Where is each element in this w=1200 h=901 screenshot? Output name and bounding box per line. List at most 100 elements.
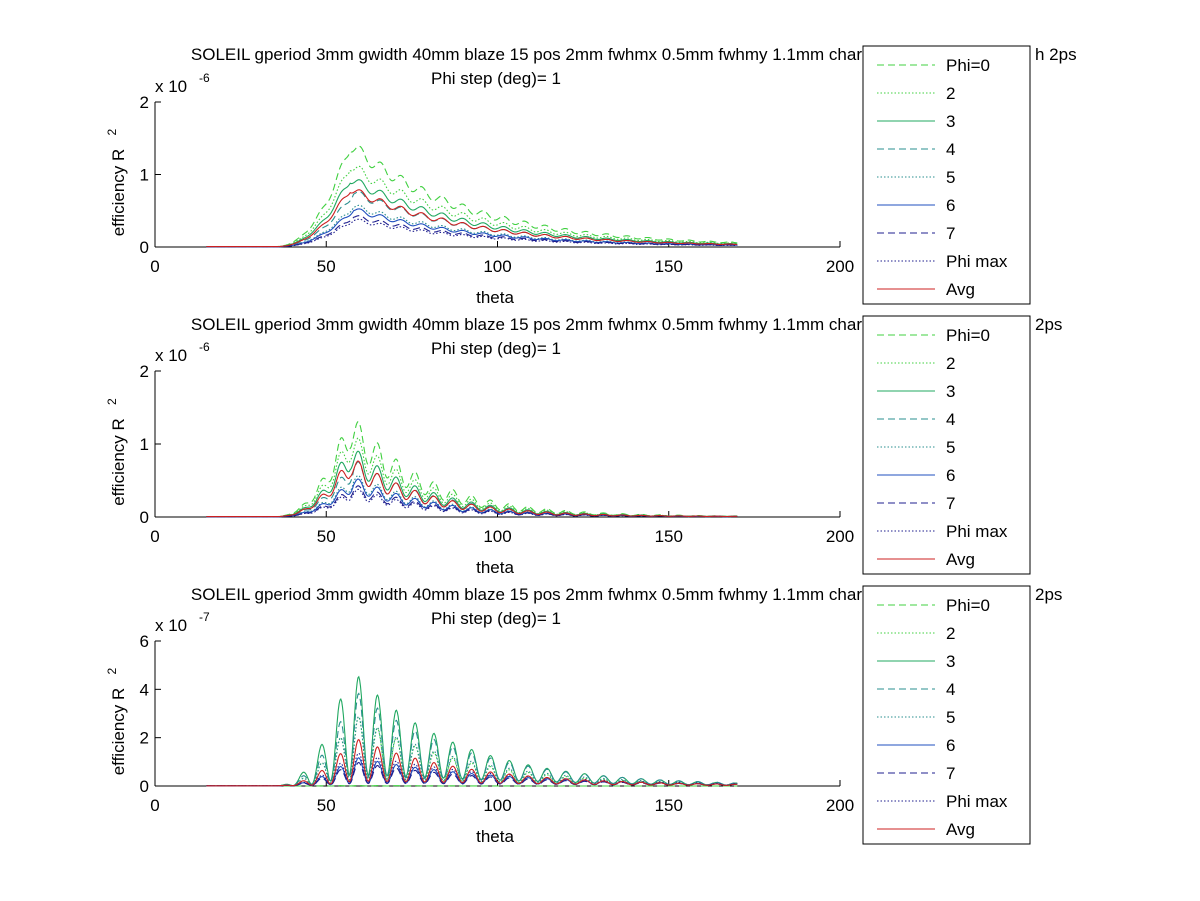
series-line-6 [206,757,738,787]
y-tick-label: 0 [140,238,149,257]
legend-box [862,45,1031,305]
series-line-9 [206,460,738,518]
legend-label: Phi=0 [946,326,990,345]
chart-panel-3: SOLEIL gperiod 3mm gwidth 40mm blaze 15 … [105,585,1062,846]
y-axis-label-superscript: 2 [105,668,119,675]
y-tick-label: 0 [140,508,149,527]
x-tick-label: 200 [826,527,854,546]
y-axis-label-group: efficiency R 2 [105,129,128,237]
chart-title-suffix: h 2ps [1035,45,1077,64]
series-line-4 [206,692,738,787]
legend-label: 2 [946,354,955,373]
x-tick-label: 50 [317,796,336,815]
series-line-8 [206,488,738,518]
legend-label: 2 [946,624,955,643]
chart-title-suffix: 2ps [1035,585,1062,604]
y-axis-label: efficiency R [109,688,128,776]
legend-label: 2 [946,84,955,103]
legend-label: 3 [946,652,955,671]
series-line-6 [206,478,738,518]
series-line-9 [206,189,738,248]
exponent-power: -6 [199,71,210,85]
chart-title: SOLEIL gperiod 3mm gwidth 40mm blaze 15 … [191,45,895,64]
legend-label: Phi max [946,792,1008,811]
series-line-3 [206,450,738,518]
chart-panel-1: SOLEIL gperiod 3mm gwidth 40mm blaze 15 … [105,45,1077,307]
y-axis-label-superscript: 2 [105,398,119,405]
y-tick-label: 2 [140,729,149,748]
y-tick-label: 1 [140,166,149,185]
legend-label: Phi max [946,522,1008,541]
legend-label: 3 [946,382,955,401]
x-tick-label: 200 [826,796,854,815]
x-axis-label: theta [476,288,514,307]
chart-subtitle: Phi step (deg)= 1 [431,69,561,88]
legend-label: Avg [946,550,975,569]
x-tick-label: 0 [150,257,159,276]
x-tick-label: 100 [483,257,511,276]
series-line-7 [206,485,738,518]
x-tick-label: 50 [317,257,336,276]
y-tick-label: 1 [140,435,149,454]
legend-label: 5 [946,168,955,187]
series-line-1 [206,145,738,248]
legend-label: 4 [946,140,955,159]
x-tick-label: 50 [317,527,336,546]
x-tick-label: 200 [826,257,854,276]
x-tick-label: 100 [483,527,511,546]
series-line-5 [206,474,738,518]
x-tick-label: 0 [150,527,159,546]
y-axis-label-group: efficiency R 2 [105,398,128,506]
legend-label: 4 [946,410,955,429]
legend-label: 5 [946,708,955,727]
y-tick-label: 2 [140,362,149,381]
y-axis-label: efficiency R [109,418,128,506]
x-axis-label: theta [476,827,514,846]
legend-label: Phi=0 [946,596,990,615]
series-line-8 [206,218,738,248]
chart-panel-2: SOLEIL gperiod 3mm gwidth 40mm blaze 15 … [105,315,1062,577]
series-line-4 [206,191,738,248]
legend-label: 6 [946,736,955,755]
chart-title: SOLEIL gperiod 3mm gwidth 40mm blaze 15 … [191,315,895,334]
legend-label: 3 [946,112,955,131]
legend-label: 6 [946,196,955,215]
series-line-4 [206,461,738,518]
legend-label: Phi=0 [946,56,990,75]
legend: Phi=0 2 3 4 5 6 7 Phi max Avg [862,45,1031,305]
y-tick-label: 6 [140,632,149,651]
x-tick-label: 150 [655,527,683,546]
legend-box [862,585,1031,845]
series-line-2 [206,165,738,248]
x-tick-label: 150 [655,796,683,815]
y-axis-label: efficiency R [109,149,128,237]
y-axis-label-group: efficiency R 2 [105,668,128,776]
exponent-base: x 10 [155,77,187,96]
legend: Phi=0 2 3 4 5 6 7 Phi max Avg [862,315,1031,575]
exponent-base: x 10 [155,616,187,635]
exponent-power: -6 [199,340,210,354]
legend-label: 7 [946,494,955,513]
chart-title: SOLEIL gperiod 3mm gwidth 40mm blaze 15 … [191,585,895,604]
legend-label: 5 [946,438,955,457]
x-tick-label: 100 [483,796,511,815]
y-axis-label-superscript: 2 [105,129,119,136]
chart-subtitle: Phi step (deg)= 1 [431,339,561,358]
x-tick-label: 0 [150,796,159,815]
legend: Phi=0 2 3 4 5 6 7 Phi max Avg [862,585,1031,845]
legend-label: Avg [946,820,975,839]
legend-label: 7 [946,224,955,243]
legend-label: 7 [946,764,955,783]
legend-label: 4 [946,680,955,699]
legend-label: 6 [946,466,955,485]
legend-box [862,315,1031,575]
legend-label: Avg [946,280,975,299]
series-line-9 [206,738,738,787]
x-tick-label: 150 [655,257,683,276]
y-tick-label: 4 [140,680,149,699]
exponent-base: x 10 [155,346,187,365]
legend-label: Phi max [946,252,1008,271]
chart-subtitle: Phi step (deg)= 1 [431,609,561,628]
